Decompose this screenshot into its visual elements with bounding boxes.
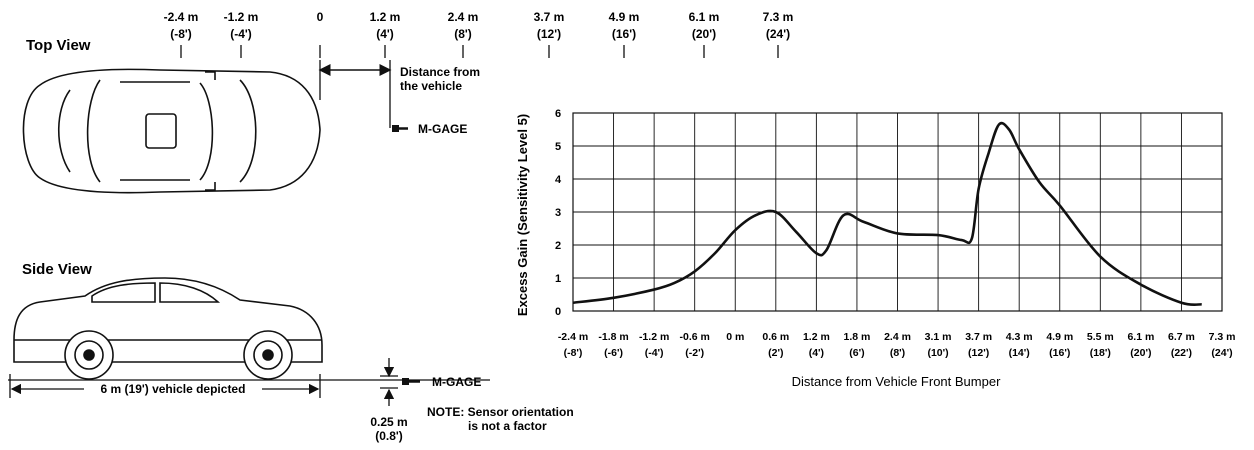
- x-tick-label: 1.8 m: [844, 331, 871, 343]
- car-side-view-icon: [13, 277, 323, 380]
- sensor-height-m: 0.25 m: [370, 415, 407, 429]
- x-tick-label-ft: (10'): [927, 347, 948, 359]
- top-scale-ft-label: (-4'): [230, 27, 252, 41]
- x-tick-label-ft: (12'): [968, 347, 989, 359]
- x-axis-label: Distance from Vehicle Front Bumper: [792, 374, 1001, 389]
- x-tick-label: 3.7 m: [965, 331, 992, 343]
- top-scale-ft-label: (20'): [692, 27, 716, 41]
- x-tick-label: 0 m: [726, 331, 744, 343]
- top-scale-ft-label: (-8'): [170, 27, 192, 41]
- x-tick-label: 2.4 m: [884, 331, 911, 343]
- top-scale-ft-label: (12'): [537, 27, 561, 41]
- x-tick-label-ft: (8'): [890, 347, 905, 359]
- side-view: Side View 6 m (19') vehicle depicted 0.2…: [8, 261, 574, 443]
- top-scale-m-label: 0: [317, 10, 324, 24]
- y-tick-label: 6: [555, 108, 561, 120]
- top-scale-m-label: 3.7 m: [534, 10, 565, 24]
- note-line-2: is not a factor: [468, 419, 547, 433]
- top-view: Top View -2.4 m (-8') -1.2 m (-4') 0 1.2 m (4'…: [22, 10, 794, 194]
- x-tick-label-ft: (4'): [809, 347, 824, 359]
- x-tick-label: 4.9 m: [1046, 331, 1073, 343]
- x-tick-label-ft: (-2'): [685, 347, 704, 359]
- chart-series: [572, 121, 1202, 307]
- top-view-title: Top View: [26, 37, 91, 54]
- x-tick-label-ft: (16'): [1049, 347, 1070, 359]
- x-tick-label-ft: (-4'): [645, 347, 664, 359]
- y-tick-labels: 0 1 2 3 4 5 6: [555, 108, 562, 318]
- y-tick-label: 5: [555, 141, 561, 153]
- x-tick-label: 6.7 m: [1168, 331, 1195, 343]
- x-tick-label: 1.2 m: [803, 331, 830, 343]
- excess-gain-chart: 0 1 2 3 4 5 6 -2.4 m (-8') -1.8 m (-6') -1.2 m (-4'…: [515, 108, 1235, 389]
- y-tick-label: 4: [555, 174, 562, 186]
- x-tick-label-ft: (22'): [1171, 347, 1192, 359]
- sensor-icon-top: [392, 125, 408, 132]
- x-tick-label: -1.2 m: [639, 331, 669, 343]
- x-tick-label: -0.6 m: [680, 331, 710, 343]
- y-tick-label: 1: [555, 273, 561, 285]
- sensor-label-top: M-GAGE: [418, 122, 467, 136]
- x-tick-label: 6.1 m: [1127, 331, 1154, 343]
- x-tick-label-ft: (20'): [1130, 347, 1151, 359]
- top-scale-m-label: 2.4 m: [448, 10, 479, 24]
- top-scale-ft-label: (24'): [766, 27, 790, 41]
- x-tick-label-ft: (2'): [768, 347, 783, 359]
- top-scale-ft-label: (16'): [612, 27, 636, 41]
- x-tick-label-ft: (6'): [849, 347, 864, 359]
- y-tick-label: 0: [555, 306, 561, 318]
- side-view-title: Side View: [22, 261, 92, 278]
- x-tick-label-ft: (24'): [1211, 347, 1232, 359]
- x-tick-label: 0.6 m: [762, 331, 789, 343]
- top-scale-ft-label: (4'): [376, 27, 394, 41]
- chart-grid: [572, 112, 1223, 312]
- top-scale-m-label: 6.1 m: [689, 10, 720, 24]
- top-scale-m-label: 1.2 m: [370, 10, 401, 24]
- note-line-1: NOTE: Sensor orientation: [427, 405, 574, 419]
- x-tick-label: -2.4 m: [558, 331, 588, 343]
- y-axis-label: Excess Gain (Sensitivity Level 5): [515, 114, 530, 316]
- x-tick-label-ft: (14'): [1009, 347, 1030, 359]
- x-tick-label: -1.8 m: [598, 331, 628, 343]
- vehicle-length-label: 6 m (19') vehicle depicted: [101, 382, 246, 396]
- top-scale: -2.4 m (-8') -1.2 m (-4') 0 1.2 m (4') 2.4 m (8'…: [164, 10, 794, 58]
- y-tick-label: 3: [555, 207, 561, 219]
- distance-label-2: the vehicle: [400, 79, 462, 93]
- x-tick-label: 4.3 m: [1006, 331, 1033, 343]
- x-tick-label: 5.5 m: [1087, 331, 1114, 343]
- sensor-label-side: M-GAGE: [432, 375, 481, 389]
- top-scale-m-label: 7.3 m: [763, 10, 794, 24]
- x-tick-label: 3.1 m: [925, 331, 952, 343]
- top-scale-m-label: 4.9 m: [609, 10, 640, 24]
- distance-label-1: Distance from: [400, 65, 480, 79]
- sensor-icon-side: [402, 378, 420, 385]
- sensor-height-ft: (0.8'): [375, 429, 403, 443]
- top-scale-m-label: -1.2 m: [224, 10, 259, 24]
- x-tick-labels: -2.4 m (-8') -1.8 m (-6') -1.2 m (-4') -0.6 m (…: [558, 331, 1236, 359]
- x-tick-label-ft: (-6'): [604, 347, 623, 359]
- x-tick-label: 7.3 m: [1209, 331, 1236, 343]
- y-tick-label: 2: [555, 240, 561, 252]
- top-scale-ft-label: (8'): [454, 27, 472, 41]
- x-tick-label-ft: (-8'): [564, 347, 583, 359]
- top-scale-m-label: -2.4 m: [164, 10, 199, 24]
- car-top-view-icon: [22, 68, 321, 194]
- x-tick-label-ft: (18'): [1090, 347, 1111, 359]
- excess-gain-line: [572, 121, 1202, 307]
